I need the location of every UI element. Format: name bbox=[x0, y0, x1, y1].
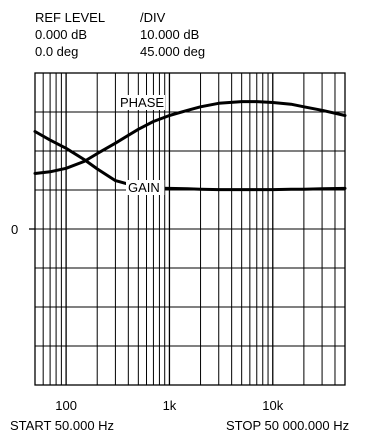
x-tick-label: 10k bbox=[262, 398, 283, 413]
series-gain-label-bg bbox=[126, 180, 165, 195]
gain-ref-level: 0.000 dB bbox=[35, 27, 88, 42]
x-tick-label: 1k bbox=[163, 398, 177, 413]
gain-per-div: 10.000 dB bbox=[140, 27, 200, 42]
phase-ref-level: 0.0 deg bbox=[35, 44, 79, 59]
ref-level-label: 0 bbox=[11, 222, 18, 237]
start-frequency: START 50.000 Hz bbox=[10, 418, 115, 433]
series-gain-line bbox=[33, 130, 347, 192]
series-phase-label: PHASE bbox=[120, 95, 164, 110]
x-tick-label: 100 bbox=[55, 398, 77, 413]
stop-frequency: STOP 50 000.000 Hz bbox=[226, 418, 350, 433]
phase-per-div: 45.000 deg bbox=[140, 44, 206, 59]
ref-level-header: REF LEVEL bbox=[35, 10, 106, 25]
series-phase-label-bg bbox=[118, 95, 165, 110]
series-gain-label: GAIN bbox=[128, 180, 160, 195]
per-div-header: /DIV bbox=[140, 10, 166, 25]
